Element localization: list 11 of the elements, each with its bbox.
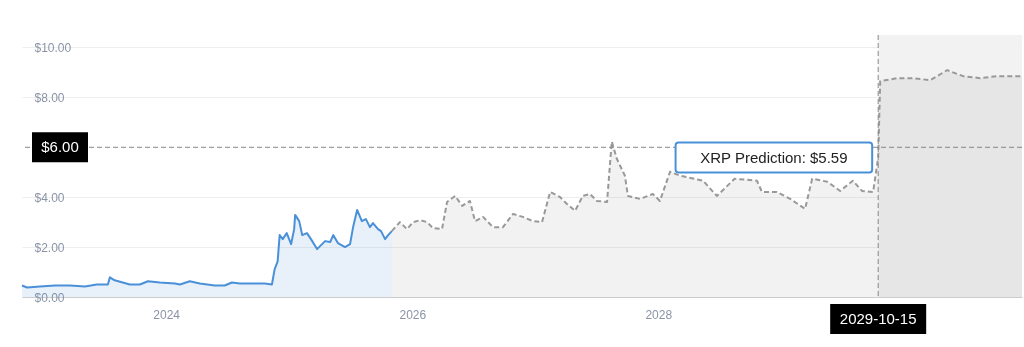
ref-line-label: $6.00 bbox=[41, 138, 79, 156]
x-tick-label: 2026 bbox=[399, 307, 427, 322]
y-tick-label: $0.00 bbox=[34, 290, 65, 305]
annotation: XRP Prediction: $5.59 bbox=[700, 148, 848, 166]
x-tick-label: 2028 bbox=[645, 307, 673, 322]
y-tick-label: $8.00 bbox=[34, 90, 65, 105]
x-tick-label: 2024 bbox=[153, 307, 181, 322]
ref-line-label: 2029-10-15 bbox=[839, 310, 917, 327]
y-tick-label: $10.00 bbox=[34, 40, 72, 55]
y-tick-label: $4.00 bbox=[34, 190, 65, 205]
y-tick-label: $2.00 bbox=[34, 240, 65, 255]
